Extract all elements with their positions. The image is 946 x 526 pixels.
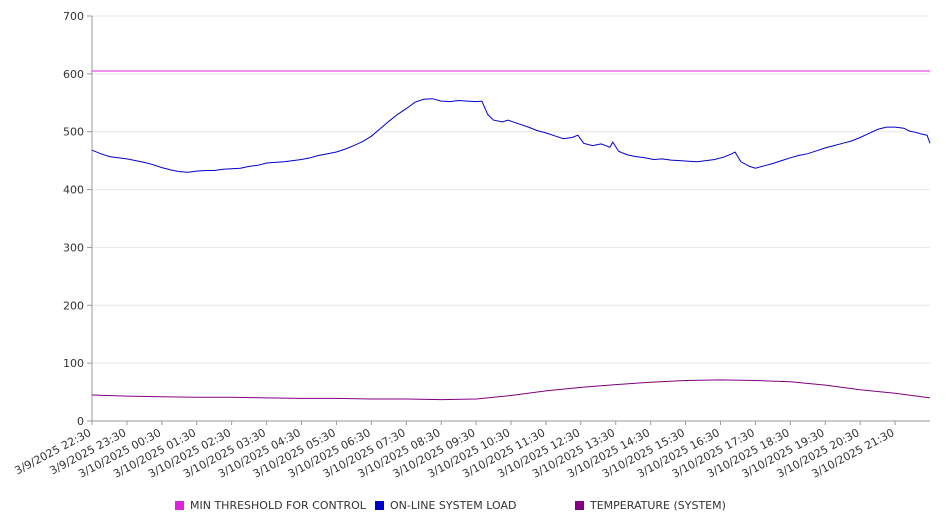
legend-swatch-temperature-system	[575, 501, 584, 510]
y-tick-label: 100	[63, 357, 84, 370]
legend-label-temperature-system: TEMPERATURE (SYSTEM)	[589, 499, 726, 512]
legend-swatch-min-threshold-for-control	[175, 501, 184, 510]
y-tick-label: 0	[77, 415, 84, 428]
y-tick-label: 300	[63, 241, 84, 254]
series-line-temperature-system	[91, 379, 931, 401]
series-lines	[91, 70, 931, 401]
legend-swatch-on-line-system-load	[375, 501, 384, 510]
legend-label-min-threshold-for-control: MIN THRESHOLD FOR CONTROL	[190, 499, 367, 512]
x-axis-tick-labels: 3/9/2025 22:303/9/2025 23:303/10/2025 00…	[13, 426, 897, 480]
legend-label-on-line-system-load: ON-LINE SYSTEM LOAD	[390, 499, 516, 512]
y-tick-label: 200	[63, 299, 84, 312]
series-line-on-line-system-load	[91, 98, 931, 173]
y-tick-label: 500	[63, 126, 84, 139]
grid-lines	[92, 15, 930, 364]
y-tick-label: 400	[63, 184, 84, 197]
y-axis-tick-labels: 0 100 200 300 400 500 600 700	[63, 10, 84, 428]
legend: MIN THRESHOLD FOR CONTROL ON-LINE SYSTEM …	[175, 499, 726, 512]
y-tick-label: 700	[63, 10, 84, 23]
y-tick-label: 600	[63, 68, 84, 81]
axes	[87, 15, 930, 425]
